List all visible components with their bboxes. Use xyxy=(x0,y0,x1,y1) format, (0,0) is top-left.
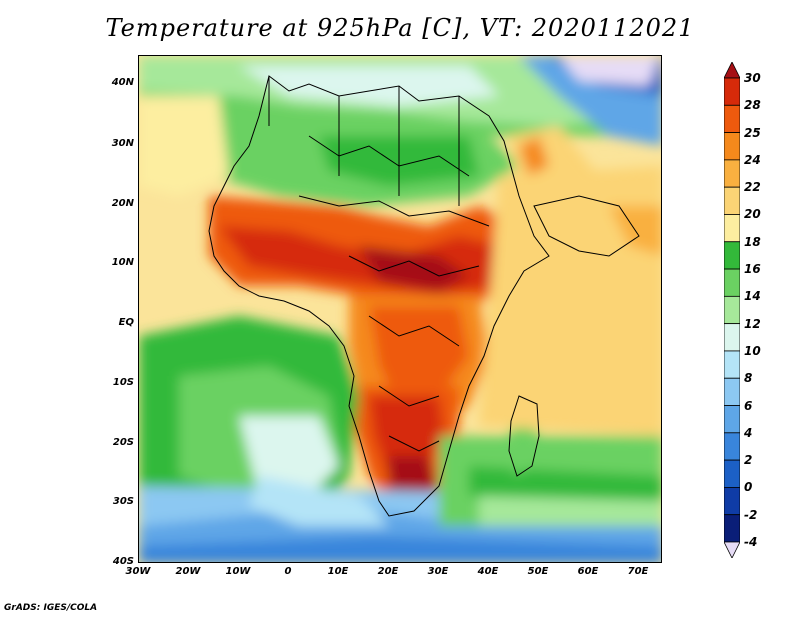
colorbar-level-label: 18 xyxy=(744,234,761,249)
temperature-field xyxy=(139,56,661,562)
colorbar-level-label: 16 xyxy=(744,262,761,277)
colorbar-level-label: 20 xyxy=(744,207,761,222)
grads-credit: GrADS: IGES/COLA xyxy=(4,603,98,613)
colorbar-swatch xyxy=(724,377,740,406)
colorbar-swatch xyxy=(724,459,740,488)
latitude-label: 30N xyxy=(111,137,134,149)
colorbar-swatch xyxy=(724,104,740,133)
latitude-label: 40S xyxy=(112,556,134,567)
latitude-label: 10N xyxy=(111,257,134,269)
colorbar-swatch xyxy=(724,132,740,161)
colorbar-level-label: 12 xyxy=(744,316,761,331)
colorbar-level-label: 8 xyxy=(744,371,753,386)
longitude-label: 30W xyxy=(125,566,151,577)
colorbar-max-triangle xyxy=(724,62,740,79)
longitude-label: 0 xyxy=(284,566,292,577)
latitude-label: 20S xyxy=(112,436,134,448)
colorbar-swatch xyxy=(724,186,740,215)
colorbar-swatch xyxy=(724,241,740,270)
colorbar-swatch xyxy=(724,487,740,516)
coastlines xyxy=(208,75,640,517)
colorbar-swatch xyxy=(724,77,740,106)
longitude-label: 10W xyxy=(225,566,251,577)
colorbar-level-label: 14 xyxy=(744,289,761,304)
colorbar-level-label: -2 xyxy=(744,507,758,522)
latitude-label: 30S xyxy=(112,496,134,508)
longitude-label: 20W xyxy=(175,566,201,577)
colorbar-level-label: 24 xyxy=(744,152,761,167)
longitude-label: 50E xyxy=(527,566,549,577)
colorbar-level-label: 4 xyxy=(744,425,753,440)
colorbar-level-label: 30 xyxy=(744,71,761,85)
colorbar-level-label: 2 xyxy=(744,453,753,468)
colorbar-level-label: 0 xyxy=(744,480,753,495)
colorbar xyxy=(724,62,740,558)
colorbar-swatch xyxy=(724,405,740,434)
longitude-label: 20E xyxy=(377,566,399,577)
colorbar-level-label: 10 xyxy=(744,343,761,358)
colorbar-level-label: 6 xyxy=(744,398,753,413)
colorbar-swatch xyxy=(724,432,740,461)
latitude-label: 20N xyxy=(111,197,134,209)
longitude-label: 40E xyxy=(477,566,499,577)
colorbar-min-triangle xyxy=(724,541,740,558)
latitude-label: 40N xyxy=(111,77,134,88)
colorbar-level-label: 25 xyxy=(744,125,761,140)
longitude-label: 30E xyxy=(427,566,449,577)
colorbar-level-label: 28 xyxy=(744,98,761,113)
colorbar-swatch xyxy=(724,268,740,297)
colorbar-swatch xyxy=(724,159,740,188)
colorbar-level-label: 22 xyxy=(744,180,761,195)
colorbar-level-label: -4 xyxy=(744,535,758,549)
temperature-map xyxy=(139,56,661,562)
longitude-label: 10E xyxy=(327,566,349,577)
latitude-label: EQ xyxy=(118,317,134,328)
map-frame xyxy=(138,55,662,563)
map-title: Temperature at 925hPa [C], VT: 202011202… xyxy=(105,14,695,42)
colorbar-swatch xyxy=(724,295,740,325)
longitude-label: 70E xyxy=(627,566,649,577)
colorbar-swatch xyxy=(724,214,740,243)
colorbar-swatch xyxy=(724,350,740,379)
longitude-label: 60E xyxy=(577,566,599,577)
latitude-label: 10S xyxy=(112,376,134,388)
colorbar-swatch xyxy=(724,323,740,352)
colorbar-swatch xyxy=(724,514,740,543)
